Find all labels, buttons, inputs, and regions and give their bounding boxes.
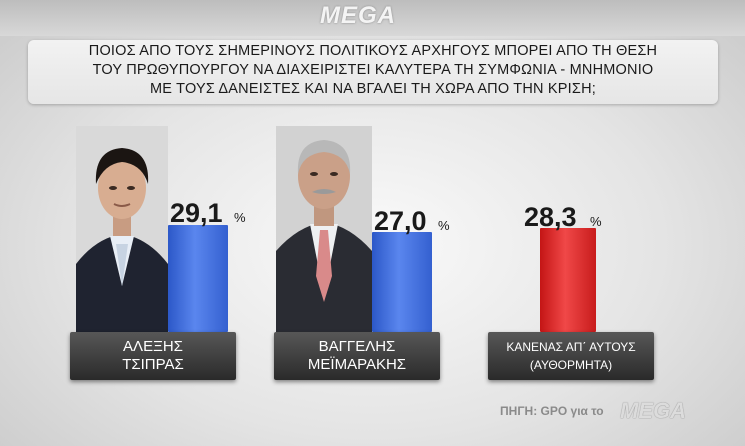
category-label-meimarakis: ΒΑΓΓΕΛΗΣ ΜΕΪΜΑΡΑΚΗΣ: [274, 332, 440, 380]
question-line-3: ΜΕ ΤΟΥΣ ΔΑΝΕΙΣΤΕΣ ΚΑΙ ΝΑ ΒΓΑΛΕΙ ΤΗ ΧΩΡΑ …: [150, 81, 596, 97]
channel-logo: MEGA: [320, 2, 396, 29]
value-label-none: 28,3: [524, 202, 577, 232]
category-label-tsipras: ΑΛΕΞΗΣ ΤΣΙΠΡΑΣ: [70, 332, 236, 380]
question-panel: ΠΟΙΟΣ ΑΠΟ ΤΟΥΣ ΣΗΜΕΡΙΝΟΥΣ ΠΟΛΙΤΙΚΟΥΣ ΑΡΧ…: [28, 40, 718, 104]
percent-sign-tsipras: %: [234, 210, 246, 225]
bar-meimarakis: [372, 232, 432, 332]
value-label-tsipras: 29,1: [170, 198, 223, 228]
candidate-2-photo: [276, 126, 372, 336]
category-label-meimarakis-line2: ΜΕΪΜΑΡΑΚΗΣ: [307, 356, 407, 373]
source-text: ΠΗΓΗ: GPO για το: [500, 404, 604, 418]
percent-sign-meimarakis: %: [438, 218, 450, 233]
top-bar: MEGA: [0, 0, 745, 36]
category-label-tsipras-line2: ΤΣΙΠΡΑΣ: [122, 356, 184, 373]
bar-tsipras: [168, 225, 228, 332]
question-line-2: ΤΟΥ ΠΡΩΘΥΠΟΥΡΓΟΥ ΝΑ ΔΙΑΧΕΙΡΙΣΤΕΙ ΚΑΛΥΤΕΡ…: [92, 62, 654, 78]
category-label-none-line1: ΚΑΝΕΝΑΣ ΑΠ΄ ΑΥΤΟΥΣ: [506, 340, 636, 354]
category-label-none-line2: (ΑΥΘΟΡΜΗΤΑ): [529, 358, 613, 372]
category-label-meimarakis-line1: ΒΑΓΓΕΛΗΣ: [318, 338, 396, 355]
survey-question: ΠΟΙΟΣ ΑΠΟ ΤΟΥΣ ΣΗΜΕΡΙΝΟΥΣ ΠΟΛΙΤΙΚΟΥΣ ΑΡΧ…: [28, 42, 718, 99]
percent-sign-none: %: [590, 214, 602, 229]
question-line-1: ΠΟΙΟΣ ΑΠΟ ΤΟΥΣ ΣΗΜΕΡΙΝΟΥΣ ΠΟΛΙΤΙΚΟΥΣ ΑΡΧ…: [88, 43, 658, 59]
value-label-meimarakis: 27,0: [374, 206, 427, 236]
bar-none: [540, 228, 596, 332]
category-label-none: ΚΑΝΕΝΑΣ ΑΠ΄ ΑΥΤΟΥΣ (ΑΥΘΟΡΜΗΤΑ): [488, 332, 654, 380]
source-logo: MEGA: [620, 398, 686, 423]
category-label-tsipras-line1: ΑΛΕΞΗΣ: [123, 338, 183, 355]
candidate-1-photo: [76, 126, 168, 336]
